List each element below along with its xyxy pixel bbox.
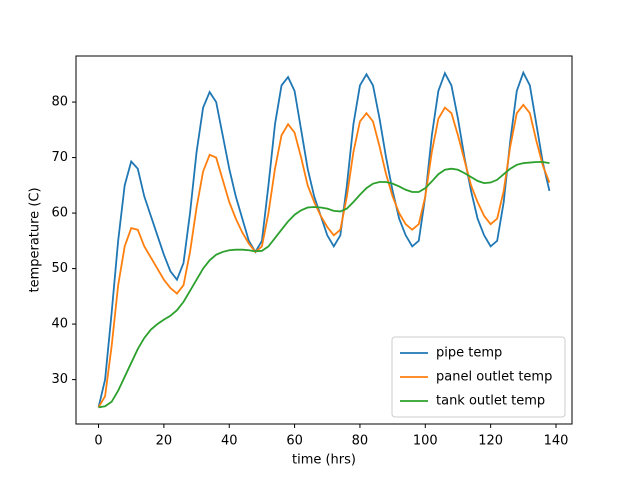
legend-label: panel outlet temp <box>436 370 552 385</box>
y-tick-label: 70 <box>51 150 68 165</box>
x-tick-label: 100 <box>413 434 438 449</box>
legend-label: pipe temp <box>436 346 502 361</box>
x-axis-label: time (hrs) <box>292 453 356 468</box>
legend-label: tank outlet temp <box>436 394 545 409</box>
y-tick-label: 80 <box>51 95 68 110</box>
y-tick-label: 50 <box>51 261 68 276</box>
y-tick-label: 60 <box>51 206 68 221</box>
x-tick-label: 140 <box>544 434 569 449</box>
x-tick-label: 80 <box>352 434 369 449</box>
y-axis-label: temperature (C) <box>28 187 43 292</box>
plot <box>97 70 551 409</box>
y-tick-label: 40 <box>51 317 68 332</box>
legend-box <box>391 336 566 418</box>
x-tick-label: 120 <box>478 434 503 449</box>
x-tick-label: 40 <box>221 434 238 449</box>
plot-frame <box>75 55 573 425</box>
y-tick-label: 30 <box>51 372 68 387</box>
line <box>97 103 551 408</box>
line <box>97 70 551 408</box>
x-tick-label: 0 <box>94 434 102 449</box>
x-tick-label: 60 <box>286 434 303 449</box>
x-tick-label: 20 <box>156 434 173 449</box>
line <box>98 161 550 409</box>
